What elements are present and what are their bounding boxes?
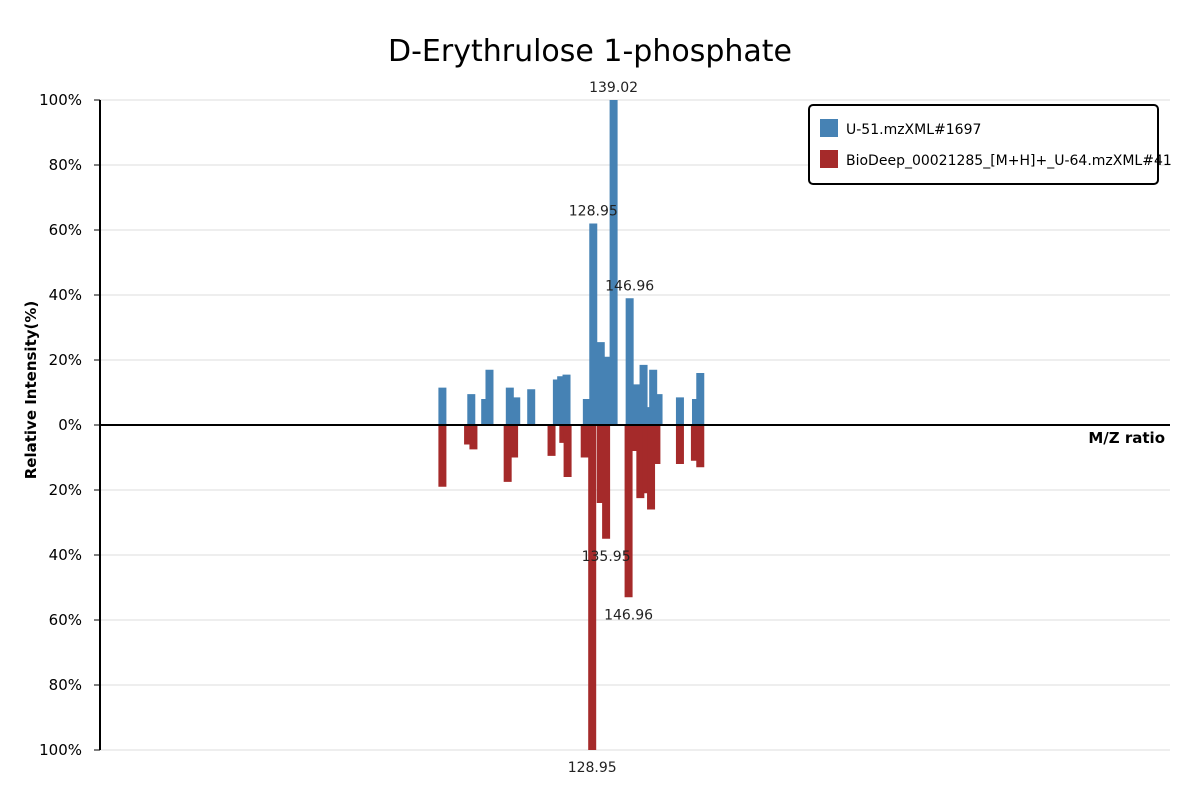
reference-peak-bar <box>469 425 478 450</box>
reference-peak-bar <box>624 425 633 598</box>
reference-peak-bar <box>596 425 605 503</box>
query-peak-bar <box>596 342 605 425</box>
reference-peak-bar <box>547 425 556 456</box>
legend-label-1: BioDeep_00021285_[M+H]+_U-64.mzXML#41 <box>846 153 1172 169</box>
y-tick-label: 20% <box>49 481 82 499</box>
x-axis-label: M/Z ratio <box>1088 429 1165 447</box>
reference-peak-label: 128.95 <box>568 760 617 776</box>
reference-peak-label: 135.95 <box>582 549 631 565</box>
query-peak-bar <box>649 369 658 425</box>
y-tick-label: 60% <box>49 221 82 239</box>
query-peak-bar <box>557 376 566 425</box>
query-peak-bar <box>633 384 642 425</box>
reference-peak-bar <box>503 425 512 482</box>
query-peak-bar <box>485 369 494 425</box>
query-peak-bar <box>438 387 447 425</box>
query-peak-label: 128.95 <box>569 204 618 220</box>
query-peak-bar <box>582 399 591 425</box>
reference-peak-bar <box>696 425 705 468</box>
query-peak-bar <box>603 356 612 425</box>
y-tick-label: 40% <box>49 546 82 564</box>
query-peak-bar <box>552 379 561 425</box>
query-peak-label: 139.02 <box>589 80 638 96</box>
peak-labels: 128.95 139.02 146.96 128.95 135.95 146.96 <box>568 80 655 776</box>
y-tick-label: 0% <box>58 416 82 434</box>
reference-peak-bar <box>642 425 651 494</box>
reference-peak-bar <box>652 425 661 464</box>
reference-peak-bar <box>675 425 684 464</box>
query-peak-bar <box>643 407 652 425</box>
query-peak-bar <box>639 364 648 425</box>
reference-peak-bar <box>588 425 597 750</box>
query-peak-bar <box>691 399 700 425</box>
query-peak-bar <box>625 298 634 425</box>
query-peak-bar <box>562 374 571 425</box>
query-peak-bar <box>467 394 476 425</box>
reference-peak-bar <box>602 425 611 539</box>
reference-peak-bar <box>510 425 519 458</box>
query-peak-bar <box>527 389 536 425</box>
legend-box <box>808 104 1159 185</box>
query-peak-bar <box>696 373 705 425</box>
y-tick-label: 100% <box>39 741 82 759</box>
query-peak-bar <box>675 397 684 425</box>
reference-peak-bar <box>580 425 589 458</box>
y-tick-label: 80% <box>49 156 82 174</box>
peak-bars <box>438 100 705 750</box>
y-tick-label: 60% <box>49 611 82 629</box>
reference-peak-bar <box>647 425 656 510</box>
y-axis-ticks: 100% 80% 60% 40% 20% 0% 20% 40% 60% 80% 100% <box>39 91 100 759</box>
y-tick-label: 40% <box>49 286 82 304</box>
query-peak-bar <box>512 397 521 425</box>
reference-peak-bar <box>690 425 699 461</box>
query-peak-bar <box>505 387 514 425</box>
gridlines <box>100 99 1170 751</box>
reference-peak-bar <box>438 425 447 487</box>
reference-peak-bar <box>559 425 568 443</box>
legend: U-51.mzXML#1697 BioDeep_00021285_[M+H]+_… <box>808 104 1172 185</box>
legend-swatch-1 <box>820 150 838 168</box>
y-tick-label: 100% <box>39 91 82 109</box>
chart-title: D-Erythrulose 1-phosphate <box>388 34 792 69</box>
y-tick-label: 20% <box>49 351 82 369</box>
query-peak-bar <box>589 223 598 425</box>
y-axis-label: Relative Intensity(%) <box>22 301 40 480</box>
y-tick-label: 80% <box>49 676 82 694</box>
query-peak-label: 146.96 <box>605 278 654 294</box>
legend-label-0: U-51.mzXML#1697 <box>846 122 981 138</box>
legend-swatch-0 <box>820 119 838 137</box>
query-peak-bar <box>481 399 490 425</box>
reference-peak-bar <box>464 425 473 445</box>
reference-peak-bar <box>563 425 572 477</box>
query-peak-bar <box>654 394 663 425</box>
query-peak-bar <box>609 100 618 425</box>
reference-peak-bar <box>636 425 645 499</box>
reference-peak-bar <box>631 425 639 451</box>
reference-peak-label: 146.96 <box>604 607 653 623</box>
